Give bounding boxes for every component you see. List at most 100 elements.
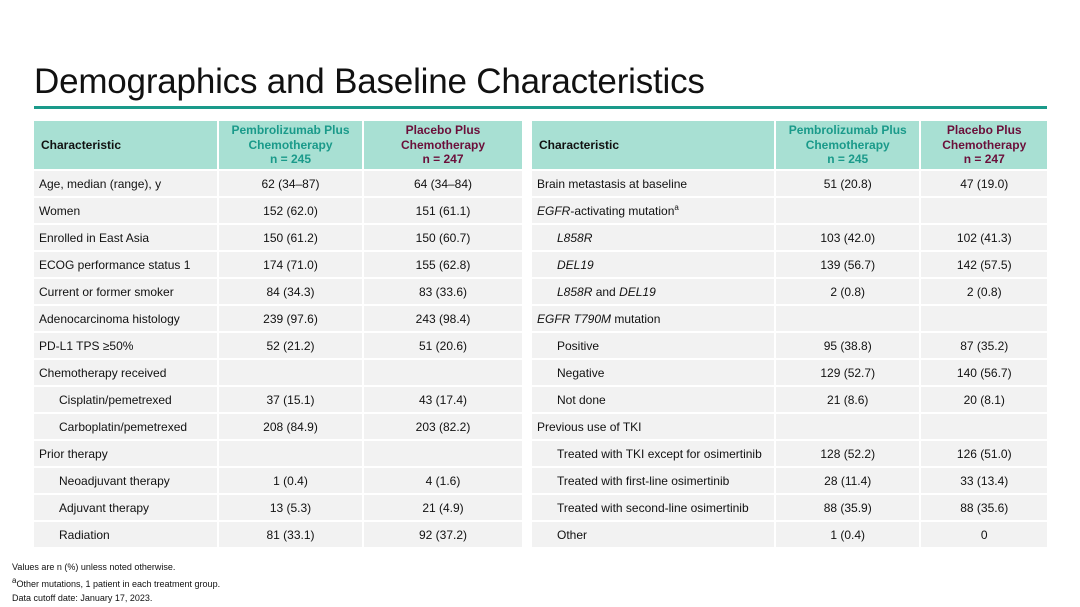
row: DEL19 139 (56.7) 142 (57.5) xyxy=(532,252,1047,277)
value-cell: 243 (98.4) xyxy=(364,306,522,331)
value-cell: 52 (21.2) xyxy=(219,333,362,358)
row-label: Cisplatin/pemetrexed xyxy=(34,387,217,412)
row-label: Adjuvant therapy xyxy=(34,495,217,520)
value-cell: 142 (57.5) xyxy=(921,252,1047,277)
left-table: Characteristic Pembrolizumab Plus Chemothe… xyxy=(32,119,524,549)
value-cell: 102 (41.3) xyxy=(921,225,1047,250)
header-cell: Pembrolizumab Plus Chemotherapy n = 245 xyxy=(219,121,362,169)
row: Positive 95 (38.8) 87 (35.2) xyxy=(532,333,1047,358)
value-cell: 151 (61.1) xyxy=(364,198,522,223)
row: Other 1 (0.4) 0 xyxy=(532,522,1047,547)
row: Radiation 81 (33.1) 92 (37.2) xyxy=(34,522,522,547)
value-cell: 239 (97.6) xyxy=(219,306,362,331)
value-cell: 103 (42.0) xyxy=(775,225,920,250)
header-line: Pembrolizumab Plus xyxy=(231,123,350,138)
value-cell: 88 (35.9) xyxy=(775,495,920,520)
header-line: Chemotherapy xyxy=(805,137,890,152)
footnote-text: Other mutations, 1 patient in each treat… xyxy=(16,579,221,589)
row: EGFR T790M mutation xyxy=(532,306,1047,331)
value-cell: 128 (52.2) xyxy=(775,441,920,466)
row: Adjuvant therapy 13 (5.3) 21 (4.9) xyxy=(34,495,522,520)
footnote-text: Values are n (%) unless noted otherwise. xyxy=(12,562,176,572)
title: Demographics and Baseline Characteristic… xyxy=(34,62,705,101)
row-label: Positive xyxy=(532,333,774,358)
value-cell: 129 (52.7) xyxy=(775,360,920,385)
header-line: Placebo Plus xyxy=(946,123,1022,138)
value-cell: 126 (51.0) xyxy=(921,441,1047,466)
row-label: Other xyxy=(532,522,774,547)
right-table: Characteristic Pembrolizumab Plus Chemothe… xyxy=(530,119,1049,549)
value-cell: 1 (0.4) xyxy=(775,522,920,547)
value-cell: 21 (4.9) xyxy=(364,495,522,520)
header-cell: Characteristic xyxy=(34,121,217,169)
value-cell xyxy=(775,414,920,439)
value-cell: 150 (61.2) xyxy=(219,225,362,250)
row-label: Treated with first-line osimertinib xyxy=(532,468,774,493)
footnote: Data cutoff date: January 17, 2023. xyxy=(12,591,220,605)
value-cell xyxy=(364,360,522,385)
row-label: Age, median (range), y xyxy=(34,171,217,196)
value-cell: 95 (38.8) xyxy=(775,333,920,358)
label-part: EGFR T790M xyxy=(537,311,612,326)
header-line: n = 247 xyxy=(963,152,1005,167)
row: Prior therapy xyxy=(34,441,522,466)
row: Not done 21 (8.6) 20 (8.1) xyxy=(532,387,1047,412)
row-label: EGFR T790M mutation xyxy=(532,306,774,331)
row-label: Radiation xyxy=(34,522,217,547)
value-cell: 37 (15.1) xyxy=(219,387,362,412)
header-line: Chemotherapy xyxy=(400,137,486,152)
value-cell: 174 (71.0) xyxy=(219,252,362,277)
row-label: Brain metastasis at baseline xyxy=(532,171,774,196)
header-line: Pembrolizumab Plus xyxy=(788,123,907,138)
label-part: L858R xyxy=(557,284,593,299)
row: Women 152 (62.0) 151 (61.1) xyxy=(34,198,522,223)
label-part: mutation xyxy=(611,311,661,326)
footnotes: Values are n (%) unless noted otherwise.… xyxy=(12,560,220,605)
row: L858R 103 (42.0) 102 (41.3) xyxy=(532,225,1047,250)
row-label: Adenocarcinoma histology xyxy=(34,306,217,331)
row-label: L858R xyxy=(532,225,774,250)
header-cell: Placebo Plus Chemotherapy n = 247 xyxy=(921,121,1047,169)
value-cell: 150 (60.7) xyxy=(364,225,522,250)
value-cell: 43 (17.4) xyxy=(364,387,522,412)
label-part: EGFR xyxy=(537,204,571,218)
row: Adenocarcinoma histology 239 (97.6) 243 (9… xyxy=(34,306,522,331)
header-line: Placebo Plus xyxy=(405,123,481,138)
header-line: Chemotherapy xyxy=(248,137,333,152)
row-label: L858R and DEL19 xyxy=(532,279,774,304)
value-cell: 21 (8.6) xyxy=(775,387,920,412)
footnote-mark: a xyxy=(12,576,17,585)
value-cell xyxy=(775,306,920,331)
header-row: Characteristic Pembrolizumab Plus Chemothe… xyxy=(34,121,522,169)
value-cell: 33 (13.4) xyxy=(921,468,1047,493)
value-cell: 51 (20.6) xyxy=(364,333,522,358)
value-cell xyxy=(921,414,1047,439)
header-row: Characteristic Pembrolizumab Plus Chemothe… xyxy=(532,121,1047,169)
value-cell: 51 (20.8) xyxy=(775,171,920,196)
header-cell: Placebo Plus Chemotherapy n = 247 xyxy=(364,121,522,169)
header-line: Characteristic xyxy=(539,137,620,152)
row-label: Treated with second-line osimertinib xyxy=(532,495,774,520)
label-part: a xyxy=(674,203,679,212)
label-part: DEL19 xyxy=(557,257,594,272)
value-cell: 2 (0.8) xyxy=(775,279,920,304)
row-label: Chemotherapy received xyxy=(34,360,217,385)
row: L858R and DEL19 2 (0.8) 2 (0.8) xyxy=(532,279,1047,304)
label-part: and xyxy=(592,284,620,299)
row-label: Treated with TKI except for osimertinib xyxy=(532,441,774,466)
header-line: Characteristic xyxy=(41,137,122,152)
row: Negative 129 (52.7) 140 (56.7) xyxy=(532,360,1047,385)
value-cell: 203 (82.2) xyxy=(364,414,522,439)
value-cell: 13 (5.3) xyxy=(219,495,362,520)
value-cell xyxy=(921,306,1047,331)
header-line: n = 245 xyxy=(269,152,312,167)
row-label: PD-L1 TPS ≥50% xyxy=(34,333,217,358)
row-label: Neoadjuvant therapy xyxy=(34,468,217,493)
row: Treated with TKI except for osimertinib 1… xyxy=(532,441,1047,466)
row-label: Negative xyxy=(532,360,774,385)
value-cell xyxy=(219,441,362,466)
row-label: Current or former smoker xyxy=(34,279,217,304)
value-cell: 64 (34–84) xyxy=(364,171,522,196)
row-label: Enrolled in East Asia xyxy=(34,225,217,250)
